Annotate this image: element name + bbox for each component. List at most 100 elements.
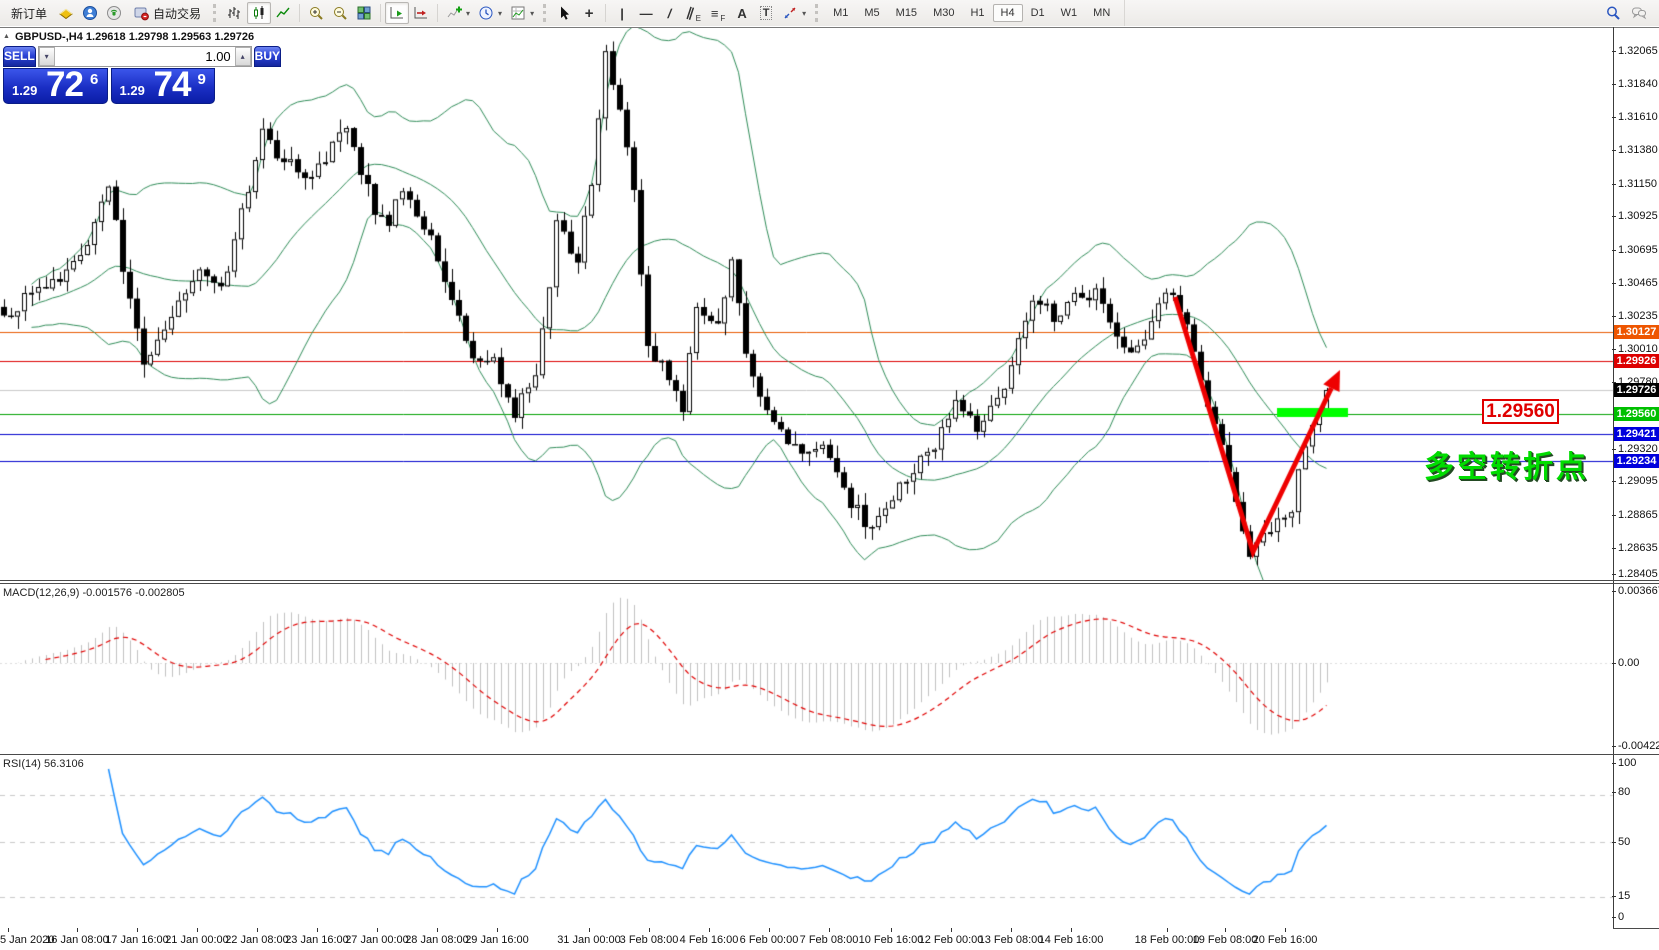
fibonacci-tool-icon[interactable]: ≡ F xyxy=(710,5,726,24)
new-order-button[interactable]: 新订单 xyxy=(4,2,54,24)
price-tick-label: 1.31610 xyxy=(1612,110,1658,123)
time-tick-mark xyxy=(317,928,318,932)
zoom-out-icon[interactable] xyxy=(328,2,352,24)
search-icon[interactable] xyxy=(1605,5,1621,21)
collapse-arrow-icon[interactable]: ▲ xyxy=(3,33,10,40)
cursor-icon[interactable] xyxy=(553,2,577,24)
tab-timeframe-mn[interactable]: MN xyxy=(1093,7,1111,19)
rsi-header: RSI(14) 56.3106 xyxy=(3,758,84,770)
buy-price-prefix: 1.29 xyxy=(119,83,145,98)
rsi-panel-canvas[interactable] xyxy=(0,756,1613,926)
panel-separator[interactable] xyxy=(0,583,1659,584)
dropdown-arrow-icon[interactable]: ▾ xyxy=(802,8,807,18)
crosshair-icon[interactable]: + xyxy=(584,4,594,22)
sell-price-big-digits: 72 xyxy=(46,65,84,104)
chat-icon[interactable] xyxy=(1631,5,1647,21)
text-tool-icon[interactable]: A xyxy=(737,5,747,21)
price-tick-label: 1.31840 xyxy=(1612,77,1658,90)
panel-separator[interactable] xyxy=(0,580,1659,581)
time-tick-mark xyxy=(1011,928,1012,932)
tab-timeframe-h1[interactable]: H1 xyxy=(970,7,985,19)
price-tick-label: 1.30010 xyxy=(1612,342,1658,355)
time-tick-mark xyxy=(257,928,258,932)
price-tick-label: 1.30695 xyxy=(1612,243,1658,256)
community-icon[interactable] xyxy=(78,2,102,24)
buy-price-big-digits: 74 xyxy=(153,65,192,104)
auto-trading-button[interactable]: 自动交易 xyxy=(126,2,208,24)
toolbar-grip[interactable] xyxy=(815,4,820,22)
tab-timeframe-w1[interactable]: W1 xyxy=(1060,7,1078,19)
time-label: 19 Feb 08:00 xyxy=(1192,934,1258,946)
volume-increase-button[interactable]: ▴ xyxy=(234,47,251,66)
trendline-tool-icon[interactable]: / xyxy=(666,5,674,21)
buy-button[interactable]: BUY xyxy=(253,46,282,67)
time-label: 21 Jan 00:00 xyxy=(165,934,229,946)
arrows-tool-icon[interactable]: ▾ xyxy=(778,2,810,24)
signals-icon[interactable] xyxy=(102,2,126,24)
dropdown-arrow-icon[interactable]: ▾ xyxy=(498,8,503,18)
macd-panel-canvas[interactable] xyxy=(0,585,1613,753)
candlestick-chart-type-icon[interactable] xyxy=(247,2,272,24)
volume-decrease-button[interactable]: ▾ xyxy=(38,47,55,66)
buy-price-display[interactable]: 1.29 74 9 xyxy=(110,65,215,104)
time-label: 12 Feb 00:00 xyxy=(918,934,984,946)
time-label: 7 Feb 08:00 xyxy=(799,934,859,946)
zoom-in-icon[interactable] xyxy=(304,2,328,24)
price-axis-border xyxy=(1613,27,1614,928)
line-chart-type-icon[interactable] xyxy=(271,2,295,24)
rsi-axis-label: 80 xyxy=(1611,786,1631,798)
sell-price-display[interactable]: 1.29 72 6 xyxy=(3,65,108,104)
price-tick-label: 1.28405 xyxy=(1612,568,1658,580)
price-tick-label: 1.30925 xyxy=(1612,210,1658,223)
tab-timeframe-m30[interactable]: M30 xyxy=(933,7,955,19)
dropdown-arrow-icon[interactable]: ▾ xyxy=(466,8,471,18)
toolbar-grip[interactable] xyxy=(213,4,218,22)
time-label: 16 Jan 08:00 xyxy=(45,934,109,946)
price-tick-label: 1.28635 xyxy=(1612,542,1658,555)
tab-timeframe-h4[interactable]: H4 xyxy=(992,4,1023,22)
tab-timeframe-m5[interactable]: M5 xyxy=(864,7,880,19)
price-level-box: 1.30127 xyxy=(1614,324,1659,339)
templates-icon[interactable]: ▾ xyxy=(506,2,538,24)
panel-separator[interactable] xyxy=(0,754,1659,755)
tab-timeframe-d1[interactable]: D1 xyxy=(1030,7,1045,19)
price-level-flag-annotation[interactable]: 1.29560 xyxy=(1482,399,1559,424)
macd-header: MACD(12,26,9) -0.001576 -0.002805 xyxy=(3,587,185,599)
sell-button[interactable]: SELL xyxy=(3,46,36,67)
bar-chart-type-icon[interactable] xyxy=(223,2,247,24)
time-tick-mark xyxy=(1285,928,1286,932)
sell-price-prefix: 1.29 xyxy=(12,83,38,98)
toolbar-grip[interactable] xyxy=(543,4,548,22)
turning-point-text-annotation[interactable]: 多空转折点 xyxy=(1424,451,1589,484)
buy-price-pip-digit: 9 xyxy=(197,71,206,88)
price-level-box: 1.29421 xyxy=(1614,427,1659,442)
channel-tool-icon[interactable]: ∥ E xyxy=(685,4,701,23)
vertical-line-tool-icon[interactable]: | xyxy=(620,5,624,21)
price-tick-label: 1.29320 xyxy=(1612,442,1658,455)
time-label: 29 Jan 16:00 xyxy=(465,934,529,946)
time-axis[interactable]: 5 Jan 2020 16 Jan 08:00 17 Jan 16:00 21 … xyxy=(0,928,1613,950)
horizontal-line-tool-icon[interactable]: — xyxy=(639,5,653,21)
time-tick-mark xyxy=(769,928,770,932)
time-label: 4 Feb 16:00 xyxy=(679,934,739,946)
time-tick-mark xyxy=(377,928,378,932)
rsi-axis-label: 100 xyxy=(1611,757,1637,769)
volume-input[interactable] xyxy=(54,47,235,66)
tab-timeframe-m15[interactable]: M15 xyxy=(895,7,918,19)
rsi-axis-label: 0 xyxy=(1611,911,1625,923)
text-label-tool-icon[interactable]: T xyxy=(754,2,778,24)
chart-shift-icon[interactable] xyxy=(409,2,433,24)
terminal-icon[interactable] xyxy=(54,2,78,24)
auto-scroll-icon[interactable] xyxy=(385,2,410,24)
periods-clock-icon[interactable]: ▾ xyxy=(474,2,506,24)
time-label: 13 Feb 08:00 xyxy=(978,934,1044,946)
tile-windows-icon[interactable] xyxy=(352,2,376,24)
dropdown-arrow-icon[interactable]: ▾ xyxy=(530,8,535,18)
time-label: 6 Feb 00:00 xyxy=(739,934,799,946)
time-label: 22 Jan 08:00 xyxy=(225,934,289,946)
indicators-icon[interactable]: ▾ xyxy=(442,2,474,24)
main-chart-canvas[interactable] xyxy=(0,28,1613,580)
time-label: 5 Jan 2020 xyxy=(0,934,55,946)
tab-timeframe-m1[interactable]: M1 xyxy=(833,7,849,19)
